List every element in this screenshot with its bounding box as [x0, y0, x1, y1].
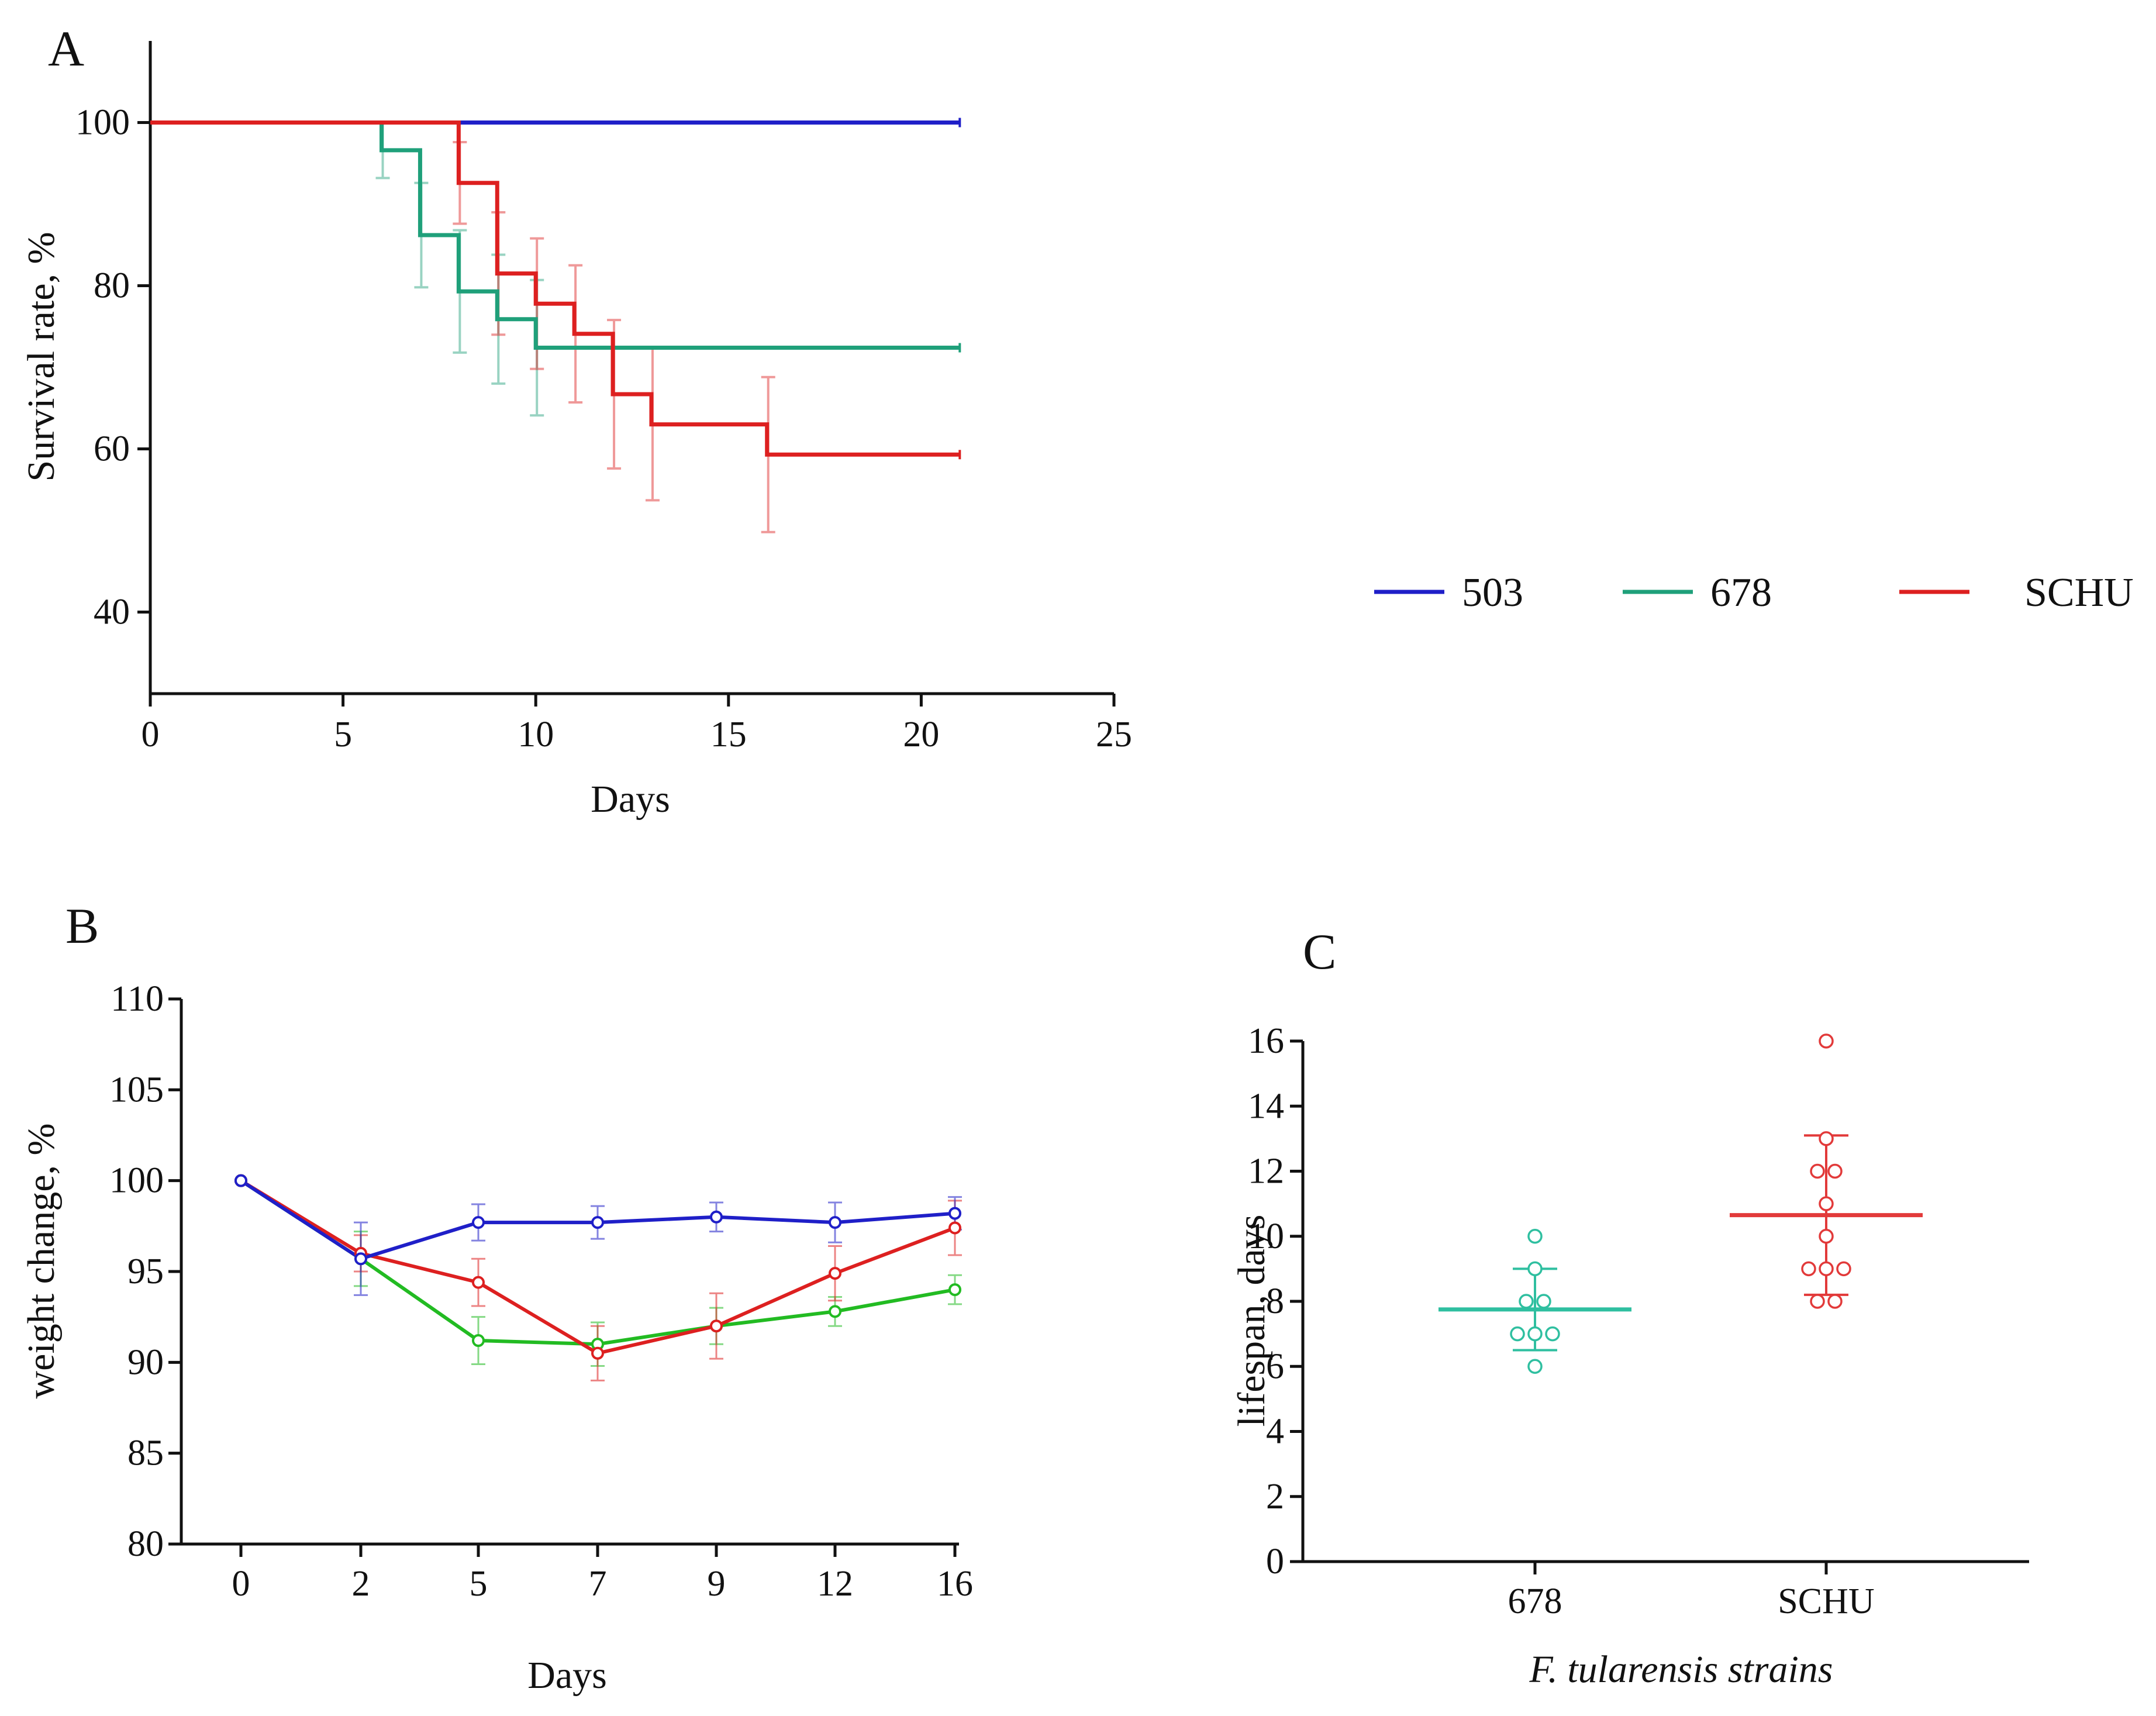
panel-b-point-schu: [948, 1221, 961, 1235]
legend-label-503: 503: [1462, 570, 1523, 615]
panel-a-x-tick-label: 0: [142, 715, 160, 754]
panel-b-point-678: [948, 1283, 961, 1297]
panel-b-y-tick-label: 90: [127, 1342, 164, 1382]
panel-c-x-tick-label: SCHU: [1778, 1581, 1874, 1621]
panel-c-point-678: [1527, 1359, 1543, 1374]
panel-b-point-schu: [472, 1276, 485, 1289]
panel-c-point-schu: [1827, 1163, 1843, 1179]
panel-c-y-tick-label: 12: [1248, 1152, 1284, 1191]
panel-c-y-tick-label: 6: [1266, 1346, 1284, 1386]
panel-c-point-678: [1545, 1326, 1560, 1342]
panel-c-point-schu: [1827, 1294, 1843, 1309]
panel-c-y-tick-label: 10: [1248, 1217, 1284, 1256]
panel-b-y-tick-label: 85: [127, 1434, 164, 1473]
panel-b-x-tick-label: 0: [232, 1564, 250, 1604]
panel-a-x-tick-label: 25: [1096, 715, 1132, 754]
panel-b-line-678: [240, 1179, 955, 1346]
legend-label-678: 678: [1710, 570, 1772, 615]
panel-b-point-678: [829, 1305, 841, 1318]
panel-c-points: [1510, 1033, 1851, 1374]
panel-c-point-schu: [1819, 1196, 1834, 1211]
panel-a-survival-chart: 0 5 10 15 20 25 40 60 80 100: [75, 41, 1132, 754]
panel-c-point-678: [1519, 1294, 1534, 1309]
panel-a-letter: A: [48, 20, 84, 77]
panel-b-x-tick-label: 9: [708, 1564, 726, 1604]
panel-b-x-tick-label: 5: [470, 1564, 488, 1604]
panel-c-y-tick-label: 8: [1266, 1281, 1284, 1321]
panel-b-point-503: [948, 1207, 961, 1220]
panel-c-point-schu: [1819, 1261, 1834, 1277]
panel-b-xlabel: Days: [527, 1654, 607, 1697]
panel-c-point-678: [1536, 1294, 1551, 1309]
panel-a-y-tick-label: 60: [94, 429, 130, 469]
panel-b-y-tick-label: 80: [127, 1524, 164, 1564]
panel-c-point-schu: [1836, 1261, 1851, 1277]
panel-c-y-tick-label: 0: [1266, 1542, 1284, 1581]
panel-b-point-schu: [829, 1267, 841, 1280]
panel-c-point-678: [1527, 1326, 1543, 1342]
panel-b-ticks: 0 2 5 7 9 12 16 80 85 90 95 100 105 110: [109, 979, 973, 1604]
panel-b-point-schu: [591, 1346, 604, 1360]
panel-b-y-tick-label: 105: [109, 1070, 164, 1109]
panel-b-x-tick-label: 12: [817, 1564, 853, 1604]
panel-c-letter: C: [1303, 924, 1336, 980]
panel-c-x-tick-label: 678: [1508, 1581, 1562, 1621]
legend-label-schu: SCHU: [2024, 570, 2134, 615]
panel-a-x-tick-label: 5: [334, 715, 352, 754]
panel-b-point-schu: [710, 1319, 723, 1333]
panel-b-error-bars: [354, 1196, 962, 1381]
panel-c-axes: [1301, 1041, 2029, 1563]
panel-a-line-schu: [150, 120, 960, 457]
panel-c-y-tick-label: 2: [1266, 1477, 1284, 1517]
panel-a-y-tick-label: 40: [94, 592, 130, 632]
panel-b-point-503: [591, 1216, 604, 1229]
panel-b-ylabel: weight change, %: [20, 1124, 63, 1399]
panel-b-y-tick-label: 100: [109, 1161, 164, 1201]
panel-c-point-schu: [1819, 1033, 1834, 1049]
panel-a-ylabel: Survival rate, %: [20, 232, 63, 481]
panel-c-point-678: [1510, 1326, 1525, 1342]
panel-c-ticks: 678 SCHU 0 2 4 6 8 10 12 14 16: [1248, 1021, 1875, 1621]
panel-a-ticks: 0 5 10 15 20 25 40 60 80 100: [75, 103, 1132, 755]
panel-b-weight-chart: 0 2 5 7 9 12 16 80 85 90 95 100 105 110: [109, 979, 973, 1604]
panel-b-points: [234, 1174, 961, 1360]
panel-c-point-678: [1527, 1229, 1543, 1244]
panel-a-x-tick-label: 10: [518, 715, 554, 754]
panel-a-series-lines: [150, 118, 961, 460]
panel-b-letter: B: [65, 898, 99, 954]
panel-c-point-schu: [1810, 1294, 1825, 1309]
panel-c-y-tick-label: 14: [1248, 1086, 1284, 1126]
panel-c-xlabel: F. tularensis strains: [1529, 1648, 1833, 1691]
panel-c-point-678: [1527, 1261, 1543, 1277]
legend: 503 678 SCHU: [1374, 570, 2134, 615]
panel-a-y-tick-label: 100: [75, 103, 130, 143]
panel-a-x-tick-label: 15: [710, 715, 747, 754]
panel-c-mean-sd: [1439, 1134, 1923, 1352]
panel-b-point-503: [710, 1210, 723, 1224]
panel-c-lifespan-chart: 678 SCHU 0 2 4 6 8 10 12 14 16: [1248, 1021, 2029, 1621]
panel-c-point-schu: [1810, 1163, 1825, 1179]
panel-b-point-678: [472, 1334, 485, 1348]
panel-b-point-503: [829, 1216, 841, 1229]
panel-a-x-tick-label: 20: [903, 715, 939, 754]
panel-b-point-503: [354, 1252, 367, 1266]
panel-c-point-schu: [1819, 1131, 1834, 1146]
panel-c-point-schu: [1819, 1229, 1834, 1244]
panel-a-axes: [149, 41, 1114, 695]
panel-a-xlabel: Days: [591, 778, 670, 821]
panel-a-line-678: [150, 120, 960, 350]
panel-a-y-tick-label: 80: [94, 266, 130, 306]
panel-b-y-tick-label: 95: [127, 1252, 164, 1291]
panel-c-point-schu: [1801, 1261, 1816, 1277]
panel-c-ylabel: lifespan, days: [1230, 1215, 1273, 1427]
panel-c-y-tick-label: 4: [1266, 1412, 1284, 1452]
panel-c-y-tick-label: 16: [1248, 1021, 1284, 1061]
panel-b-point-503: [234, 1174, 247, 1187]
panel-b-x-tick-label: 16: [937, 1564, 973, 1604]
panel-b-y-tick-label: 110: [111, 979, 164, 1019]
panel-b-x-tick-label: 7: [589, 1564, 607, 1604]
panel-b-x-tick-label: 2: [352, 1564, 370, 1604]
panel-b-point-503: [472, 1216, 485, 1229]
